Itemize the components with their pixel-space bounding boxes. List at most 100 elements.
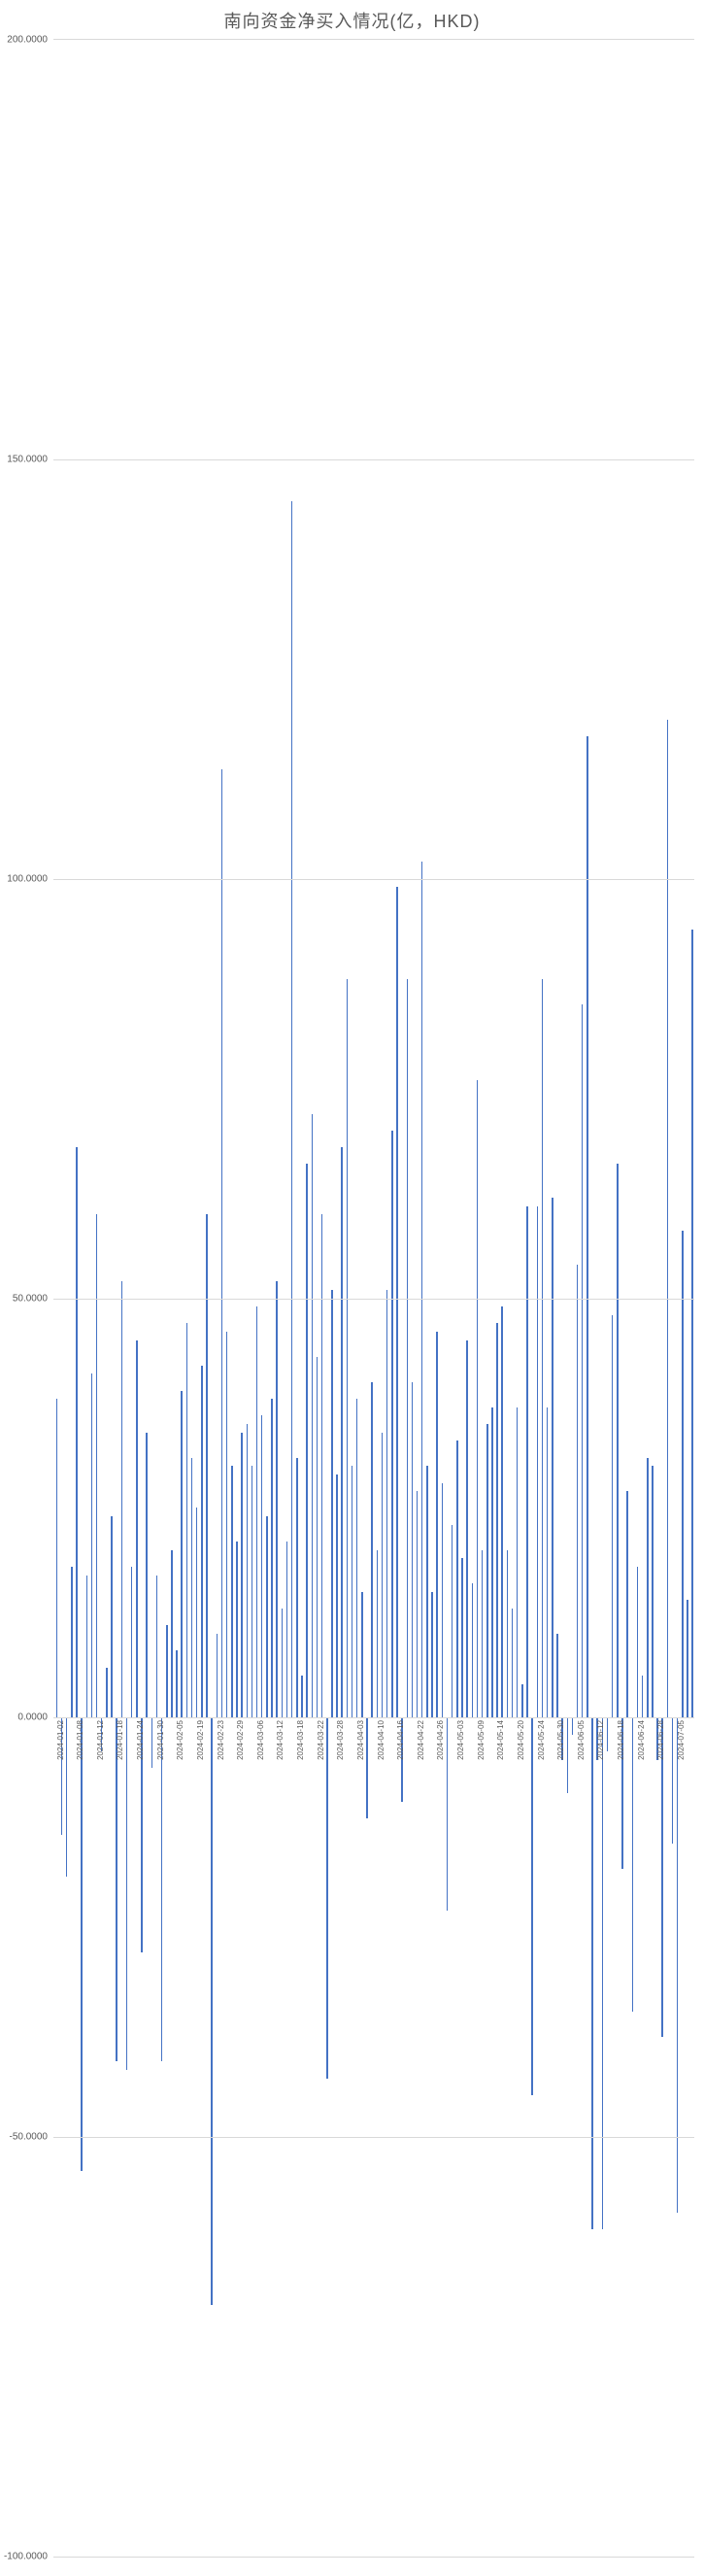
xtick-label: 2024-03-12 <box>276 1720 285 1760</box>
xtick-label: 2024-01-12 <box>96 1720 105 1760</box>
bar <box>236 1542 238 1717</box>
bar <box>146 1433 148 1718</box>
xtick-label: 2024-06-28 <box>656 1720 665 1760</box>
xtick-label: 2024-06-24 <box>637 1720 646 1760</box>
gridline <box>53 1717 694 1718</box>
bar <box>247 1424 249 1717</box>
bar <box>382 1433 384 1718</box>
bar <box>326 1717 328 2078</box>
bar <box>217 1634 218 1717</box>
xtick-label: 2024-04-03 <box>356 1720 365 1760</box>
xtick-label: 2024-05-09 <box>477 1720 486 1760</box>
bar <box>317 1357 318 1717</box>
bar <box>306 1164 308 1717</box>
bar <box>221 769 223 1717</box>
xtick-label: 2024-04-16 <box>396 1720 405 1760</box>
bar <box>521 1684 523 1718</box>
bar <box>347 979 349 1717</box>
gridline <box>53 459 694 460</box>
bar <box>526 1206 528 1718</box>
ytick-label: 100.0000 <box>7 873 53 884</box>
bar <box>637 1567 639 1717</box>
bar <box>171 1550 173 1718</box>
bar <box>352 1466 353 1717</box>
bar <box>456 1441 458 1717</box>
xtick-label: 2024-04-26 <box>436 1720 445 1760</box>
ytick-label: 200.0000 <box>7 35 53 46</box>
bar <box>396 887 398 1717</box>
bar <box>612 1315 614 1718</box>
bar <box>407 979 409 1717</box>
bar <box>672 1717 674 1844</box>
gridline <box>53 2137 694 2138</box>
bar <box>667 720 669 1718</box>
bar <box>226 1332 228 1717</box>
bar <box>421 862 423 1717</box>
bar <box>412 1382 414 1717</box>
bar <box>501 1306 503 1717</box>
bar <box>587 736 588 1717</box>
chart-container: 南向资金净买入情况(亿，HKD) -100.0000-50.00000.0000… <box>0 0 704 2576</box>
xtick-label: 2024-07-05 <box>677 1720 686 1760</box>
bar <box>436 1332 438 1717</box>
xtick-label: 2024-03-18 <box>296 1720 305 1760</box>
gridline <box>53 1299 694 1300</box>
bar <box>552 1198 553 1717</box>
bar <box>386 1290 388 1717</box>
bar <box>296 1458 298 1718</box>
bar <box>517 1407 519 1718</box>
bar <box>677 1717 679 2213</box>
xtick-label: 2024-01-02 <box>56 1720 65 1760</box>
bar <box>366 1717 368 1818</box>
xtick-label: 2024-04-10 <box>377 1720 386 1760</box>
bar <box>186 1323 188 1717</box>
xtick-label: 2024-02-05 <box>176 1720 184 1760</box>
bar <box>602 1717 604 2229</box>
bar <box>572 1717 574 1734</box>
bar <box>542 979 544 1717</box>
xtick-label: 2024-03-22 <box>317 1720 325 1760</box>
bar <box>591 1717 593 2229</box>
bar <box>251 1466 253 1717</box>
bar <box>256 1306 258 1717</box>
bar <box>607 1717 609 1751</box>
xtick-label: 2024-04-22 <box>417 1720 425 1760</box>
bar <box>96 1214 98 1717</box>
bar <box>491 1407 493 1718</box>
bar <box>266 1516 268 1717</box>
bar <box>331 1290 333 1717</box>
xtick-label: 2024-02-29 <box>236 1720 245 1760</box>
bar <box>106 1668 108 1718</box>
bar <box>91 1373 93 1717</box>
bar <box>617 1164 619 1717</box>
bar <box>176 1650 178 1717</box>
bar <box>682 1231 684 1717</box>
bar <box>556 1634 558 1717</box>
bar <box>691 930 693 1718</box>
bar <box>76 1147 78 1717</box>
bar <box>642 1676 644 1717</box>
bar <box>201 1366 203 1718</box>
bar <box>86 1576 88 1718</box>
bar <box>582 1004 584 1717</box>
xtick-label: 2024-06-05 <box>577 1720 586 1760</box>
gridline <box>53 2557 694 2558</box>
chart-title: 南向资金净买入情况(亿，HKD) <box>0 8 704 33</box>
bar <box>341 1147 343 1717</box>
ytick-label: 0.0000 <box>17 1712 53 1723</box>
xtick-label: 2024-06-18 <box>617 1720 625 1760</box>
ytick-label: 50.0000 <box>13 1293 53 1304</box>
xtick-label: 2024-06-12 <box>596 1720 605 1760</box>
bar <box>136 1340 138 1718</box>
bar <box>301 1676 303 1717</box>
bar <box>377 1550 379 1718</box>
xtick-label: 2024-02-23 <box>217 1720 225 1760</box>
xtick-label: 2024-03-28 <box>336 1720 345 1760</box>
bar <box>461 1558 463 1717</box>
xtick-label: 2024-01-08 <box>76 1720 84 1760</box>
bar <box>276 1281 278 1717</box>
bar <box>371 1382 373 1717</box>
bar <box>181 1391 183 1718</box>
bar <box>652 1466 654 1717</box>
bar <box>151 1717 153 1768</box>
